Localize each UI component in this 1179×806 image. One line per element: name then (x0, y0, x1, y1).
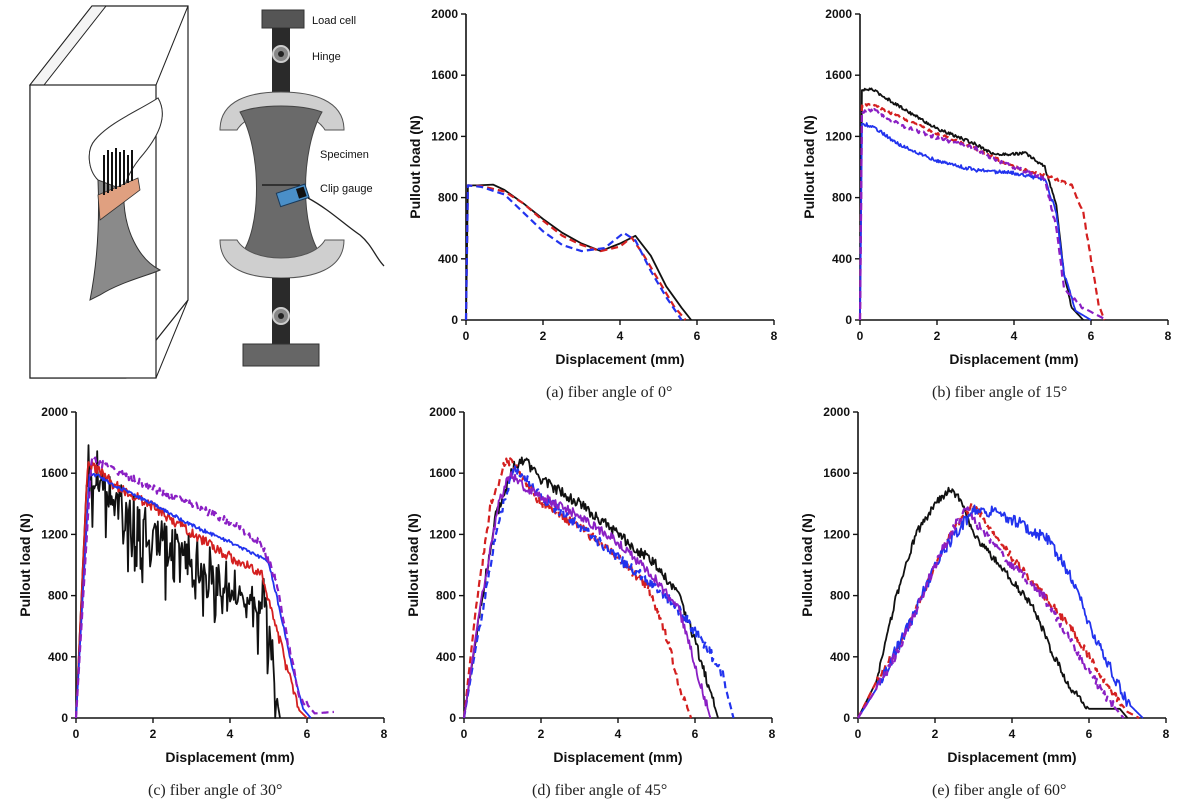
y-tick-label: 1200 (431, 129, 458, 143)
series-line-black (857, 486, 1129, 719)
y-tick-label: 1600 (823, 466, 850, 480)
x-tick-label: 4 (615, 727, 622, 741)
series-line-black (465, 183, 692, 321)
series-line-red (464, 184, 687, 321)
y-tick-label: 0 (843, 711, 850, 725)
hinge-label: Hinge (312, 51, 341, 63)
y-tick-label: 2000 (823, 405, 850, 419)
x-tick-label: 8 (769, 727, 776, 741)
y-tick-label: 800 (436, 589, 456, 603)
series-line-black (75, 444, 281, 719)
x-tick-label: 2 (150, 727, 157, 741)
x-tick-label: 6 (692, 727, 699, 741)
y-axis-label: Pullout load (N) (405, 513, 421, 616)
y-tick-label: 400 (48, 650, 68, 664)
x-tick-label: 8 (381, 727, 388, 741)
y-tick-label: 0 (845, 313, 852, 327)
x-tick-label: 8 (1165, 329, 1172, 343)
x-tick-label: 0 (855, 727, 862, 741)
y-tick-label: 1200 (823, 527, 850, 541)
y-tick-label: 400 (832, 252, 852, 266)
chart-fiber-angle-0: 0 400 800 1200 1600 2000 0 2 4 6 8 Displacement (mm… (407, 7, 778, 367)
y-tick-label: 0 (61, 711, 68, 725)
x-tick-label: 0 (463, 329, 470, 343)
x-axis-label: Displacement (mm) (949, 351, 1078, 367)
y-tick-label: 800 (832, 191, 852, 205)
x-tick-label: 2 (934, 329, 941, 343)
x-tick-label: 6 (1088, 329, 1095, 343)
test-fixture-illustration: Load cell Hinge Specimen Clip gauge (219, 9, 385, 367)
series-line-red (75, 461, 308, 719)
y-tick-label: 2000 (431, 7, 458, 21)
y-tick-label: 400 (830, 650, 850, 664)
series-line-red (462, 457, 693, 719)
x-tick-label: 8 (771, 329, 778, 343)
y-axis-label: Pullout load (N) (799, 513, 815, 616)
y-axis-label: Pullout load (N) (801, 115, 817, 218)
x-tick-label: 2 (932, 727, 939, 741)
x-axis-label: Displacement (mm) (165, 749, 294, 765)
x-axis-label: Displacement (mm) (555, 351, 684, 367)
y-tick-label: 800 (438, 191, 458, 205)
y-tick-label: 0 (449, 711, 456, 725)
caption-a: (a) fiber angle of 0° (546, 384, 673, 401)
y-tick-label: 400 (436, 650, 456, 664)
y-tick-label: 1600 (431, 68, 458, 82)
y-tick-label: 800 (48, 589, 68, 603)
y-tick-label: 2000 (825, 7, 852, 21)
y-tick-label: 2000 (429, 405, 456, 419)
x-tick-label: 4 (617, 329, 624, 343)
caption-e: (e) fiber angle of 60° (932, 782, 1067, 799)
series-line-purple (74, 455, 335, 719)
series-line-blue (859, 122, 1092, 321)
chart-fiber-angle-60: 0 400 800 1200 1600 2000 0 2 4 6 8 Displacement (mm… (799, 405, 1170, 765)
x-tick-label: 4 (1009, 727, 1016, 741)
x-tick-label: 0 (461, 727, 468, 741)
y-tick-label: 1600 (41, 466, 68, 480)
series-line-blue (464, 184, 683, 321)
series-line-black (859, 87, 1084, 321)
y-tick-label: 1200 (429, 527, 456, 541)
clip-gauge-label: Clip gauge (320, 183, 373, 195)
x-tick-label: 6 (1086, 727, 1093, 741)
series-line-blue (75, 473, 312, 719)
y-tick-label: 2000 (41, 405, 68, 419)
load-cell-label: Load cell (312, 15, 356, 27)
specimen-plate-illustration (28, 5, 189, 379)
x-tick-label: 6 (304, 727, 311, 741)
y-tick-label: 0 (451, 313, 458, 327)
series-line-blue (462, 464, 735, 719)
y-axis-label: Pullout load (N) (17, 513, 33, 616)
y-tick-label: 400 (438, 252, 458, 266)
chart-fiber-angle-15: 0 400 800 1200 1600 2000 0 2 4 6 8 Displacement (mm… (801, 7, 1172, 367)
x-tick-label: 8 (1163, 727, 1170, 741)
chart-fiber-angle-30: 0 400 800 1200 1600 2000 0 2 4 6 8 Displacement (mm… (17, 405, 388, 765)
x-tick-label: 6 (694, 329, 701, 343)
y-axis-label: Pullout load (N) (407, 115, 423, 218)
y-tick-label: 1200 (825, 129, 852, 143)
caption-b: (b) fiber angle of 15° (932, 384, 1068, 401)
caption-d: (d) fiber angle of 45° (532, 782, 668, 799)
x-tick-label: 2 (538, 727, 545, 741)
x-axis-label: Displacement (mm) (553, 749, 682, 765)
chart-fiber-angle-45: 0 400 800 1200 1600 2000 0 2 4 6 8 Displacement (mm… (405, 405, 776, 765)
caption-c: (c) fiber angle of 30° (148, 782, 283, 799)
y-tick-label: 1600 (429, 466, 456, 480)
x-tick-label: 4 (1011, 329, 1018, 343)
y-tick-label: 800 (830, 589, 850, 603)
x-tick-label: 0 (857, 329, 864, 343)
y-tick-label: 1200 (41, 527, 68, 541)
x-tick-label: 0 (73, 727, 80, 741)
x-tick-label: 4 (227, 727, 234, 741)
series-line-red (857, 502, 1140, 719)
series-line-purple (463, 471, 712, 719)
test-setup-diagram: Load cell Hinge Specimen Clip gauge (28, 5, 385, 379)
y-tick-label: 1600 (825, 68, 852, 82)
series-line-purple (857, 506, 1125, 719)
x-tick-label: 2 (540, 329, 547, 343)
specimen-label: Specimen (320, 149, 369, 161)
x-axis-label: Displacement (mm) (947, 749, 1076, 765)
